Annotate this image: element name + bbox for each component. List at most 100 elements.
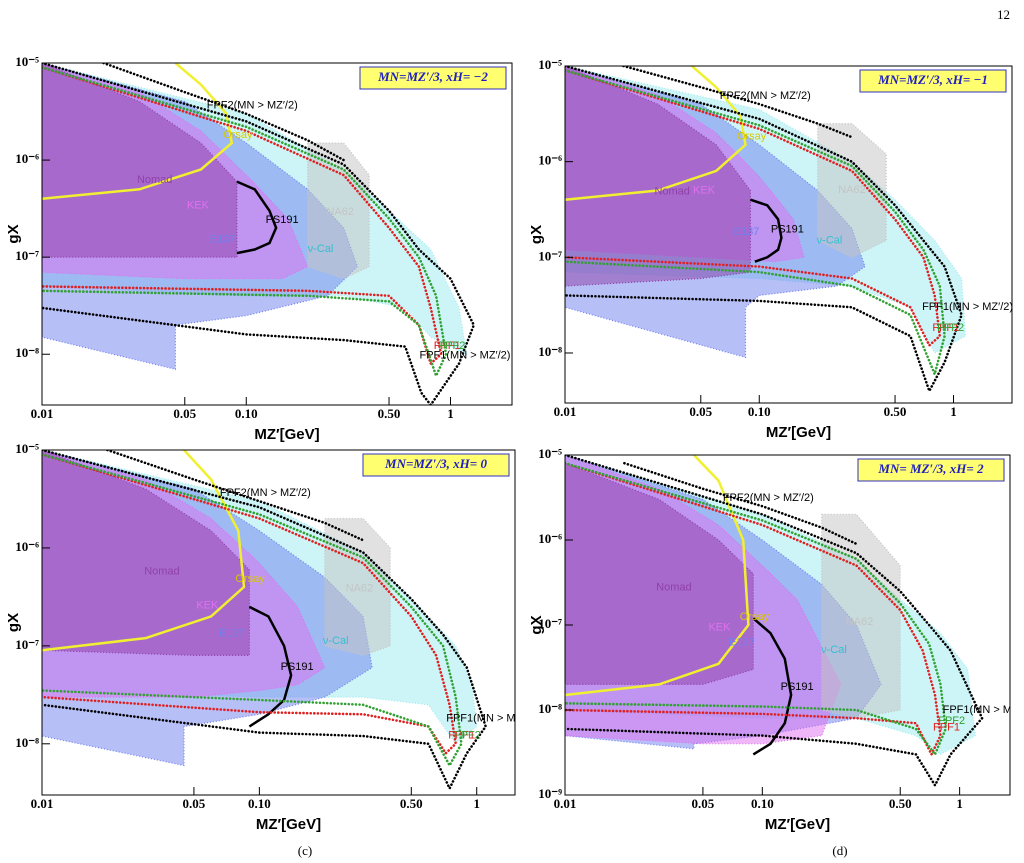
- x-tick-label: 0.50: [884, 404, 907, 419]
- title-box: [857, 458, 1005, 482]
- region-label: KEK: [708, 622, 731, 634]
- region-label: FPF1: [448, 730, 475, 742]
- curve: [236, 180, 278, 255]
- x-tick-label: 1: [956, 796, 963, 811]
- x-tick-label: 0.01: [31, 796, 54, 811]
- curve: [102, 63, 345, 162]
- region-label: ν-Cal: [308, 243, 334, 255]
- x-tick-label: 0.10: [248, 796, 271, 811]
- y-tick-label: 10⁻⁶: [15, 539, 39, 554]
- region-label: NA62: [326, 206, 354, 218]
- region: [324, 517, 391, 657]
- plot-frame: [41, 449, 516, 796]
- region-label: E137: [729, 637, 755, 649]
- curve: [565, 461, 948, 757]
- x-tick-label: 0.05: [689, 404, 712, 419]
- curve: [623, 461, 858, 546]
- region-label: Nomad: [137, 174, 172, 186]
- region: [817, 123, 887, 258]
- curve: [248, 605, 293, 728]
- x-tick-label: 0.01: [554, 404, 577, 419]
- x-axis-label: MZ′[GeV]: [765, 816, 830, 833]
- curve: [106, 450, 365, 542]
- caption: (d): [832, 843, 847, 858]
- curve: [565, 69, 946, 379]
- region-label: ν-Cal: [821, 644, 847, 656]
- y-axis-label: gX: [5, 224, 22, 243]
- region-label: FPF2: [454, 730, 481, 742]
- curve: [565, 66, 747, 201]
- region: [307, 142, 370, 280]
- panel-title: MN=MZ′/3, xH= −1: [877, 72, 988, 87]
- x-axis-label: MZ′[GeV]: [766, 424, 831, 441]
- region-label: FPF1: [933, 721, 960, 733]
- x-tick-label: 0.10: [235, 406, 258, 421]
- region-label: FPF2(MN > MZ′/2): [220, 487, 311, 499]
- y-axis-label: gX: [5, 613, 22, 632]
- plot-area: ν-CalE137KEKNomadNA62OrsayPS191FPF1FPF2F…: [565, 455, 1010, 788]
- y-tick-label: 10⁻⁵: [538, 57, 562, 72]
- x-tick-label: 0.50: [378, 406, 401, 421]
- y-tick-label: 10⁻⁸: [538, 344, 562, 359]
- region-label: FPF2: [938, 715, 965, 727]
- region-label: Orsay: [740, 611, 770, 623]
- y-tick-label: 10⁻⁵: [538, 446, 562, 461]
- region-label: NA62: [838, 184, 866, 196]
- region: [42, 63, 238, 258]
- curve: [42, 450, 488, 792]
- x-tick-label: 0.50: [400, 796, 423, 811]
- region-label: FPF1(MN > MZ′/2): [419, 350, 510, 362]
- y-tick-label: 10⁻⁷: [15, 248, 39, 263]
- x-tick-label: 0.05: [183, 796, 206, 811]
- curve: [752, 617, 793, 756]
- x-tick-label: 0.50: [889, 796, 912, 811]
- region-label: E137: [219, 628, 245, 640]
- region-label: PS191: [781, 681, 814, 693]
- x-tick-label: 1: [473, 796, 480, 811]
- y-tick-label: 10⁻⁸: [15, 735, 39, 750]
- y-tick-label: 10⁻⁶: [538, 531, 562, 546]
- y-tick-label: 10⁻⁵: [15, 441, 39, 456]
- x-tick-label: 1: [950, 404, 957, 419]
- caption: (c): [298, 843, 312, 858]
- y-tick-label: 10⁻⁸: [15, 345, 39, 360]
- x-tick-label: 1: [447, 406, 454, 421]
- curve: [565, 69, 942, 348]
- y-tick-label: 10⁻⁶: [15, 151, 39, 166]
- x-tick-label: 0.01: [554, 796, 577, 811]
- region-label: FPF2(MN > MZ′/2): [723, 492, 814, 504]
- y-tick-label: 10⁻⁶: [538, 153, 562, 168]
- curve: [565, 66, 963, 395]
- curve: [42, 63, 476, 405]
- region: [821, 513, 901, 719]
- region-label: FPF1(MN > MZ′/2): [446, 712, 537, 724]
- plot-frame: [564, 65, 1013, 404]
- curve: [565, 461, 942, 758]
- curve: [42, 450, 246, 652]
- y-tick-label: 10⁻⁷: [538, 616, 562, 631]
- x-tick-label: 0.10: [751, 796, 774, 811]
- x-axis-label: MZ′[GeV]: [254, 426, 319, 443]
- region-label: KEK: [196, 599, 219, 611]
- x-tick-label: 0.05: [692, 796, 715, 811]
- y-tick-label: 10⁻⁷: [15, 637, 39, 652]
- region-label: FPF1(MN > MZ′/2): [922, 301, 1013, 313]
- region: [565, 66, 751, 287]
- region-label: E137: [210, 233, 236, 245]
- region-label: FPF1: [434, 340, 461, 352]
- curve: [42, 63, 234, 200]
- region-label: NA62: [346, 583, 374, 595]
- region-label: ν-Cal: [323, 635, 349, 647]
- plot-frame: [41, 62, 513, 406]
- curve: [42, 453, 463, 769]
- region-label: KEK: [693, 185, 716, 197]
- plot-area: ν-CalE137KEKNomadNA62OrsayPS191FPF1FPF2F…: [42, 450, 537, 792]
- plot-area: ν-CalE137KEKNomadNA62OrsayPS191FPF1FPF2F…: [42, 63, 510, 405]
- curve: [750, 198, 783, 263]
- region-label: Nomad: [656, 582, 691, 594]
- panel-title: MN=MZ′/3, xH= −2: [377, 69, 488, 84]
- region-label: Orsay: [737, 131, 767, 143]
- curve: [622, 66, 854, 139]
- region-label: Orsay: [235, 573, 265, 585]
